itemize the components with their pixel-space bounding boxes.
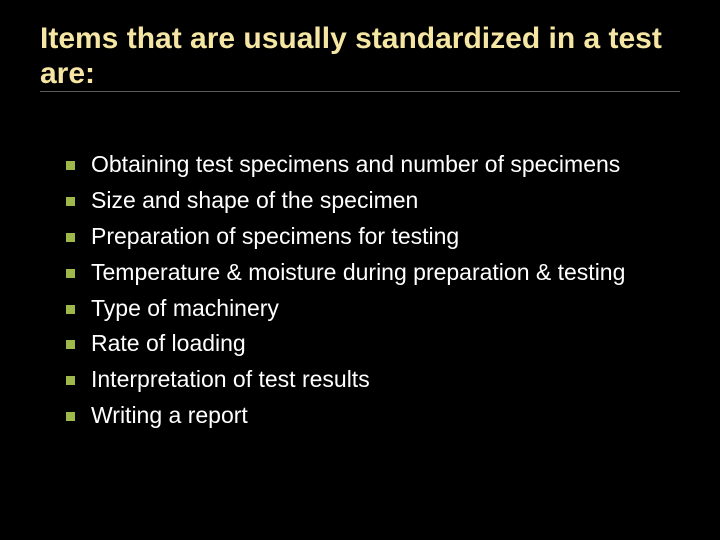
title-region: Items that are usually standardized in a… [40, 22, 680, 92]
bullet-text: Preparation of specimens for testing [91, 222, 459, 252]
square-bullet-icon [66, 412, 75, 421]
list-item: Temperature & moisture during preparatio… [66, 258, 680, 288]
square-bullet-icon [66, 340, 75, 349]
list-item: Size and shape of the specimen [66, 186, 680, 216]
slide-container: Items that are usually standardized in a… [0, 0, 720, 540]
list-item: Preparation of specimens for testing [66, 222, 680, 252]
list-item: Obtaining test specimens and number of s… [66, 150, 680, 180]
bullet-list: Obtaining test specimens and number of s… [40, 150, 680, 431]
bullet-text: Interpretation of test results [91, 365, 370, 395]
square-bullet-icon [66, 233, 75, 242]
list-item: Writing a report [66, 401, 680, 431]
square-bullet-icon [66, 197, 75, 206]
bullet-text: Type of machinery [91, 294, 279, 324]
bullet-text: Writing a report [91, 401, 248, 431]
bullet-text: Temperature & moisture during preparatio… [91, 258, 625, 288]
slide-title: Items that are usually standardized in a… [40, 22, 680, 91]
list-item: Type of machinery [66, 294, 680, 324]
bullet-text: Obtaining test specimens and number of s… [91, 150, 620, 180]
square-bullet-icon [66, 376, 75, 385]
square-bullet-icon [66, 161, 75, 170]
list-item: Interpretation of test results [66, 365, 680, 395]
square-bullet-icon [66, 305, 75, 314]
bullet-text: Size and shape of the specimen [91, 186, 418, 216]
bullet-text: Rate of loading [91, 329, 246, 359]
square-bullet-icon [66, 269, 75, 278]
list-item: Rate of loading [66, 329, 680, 359]
